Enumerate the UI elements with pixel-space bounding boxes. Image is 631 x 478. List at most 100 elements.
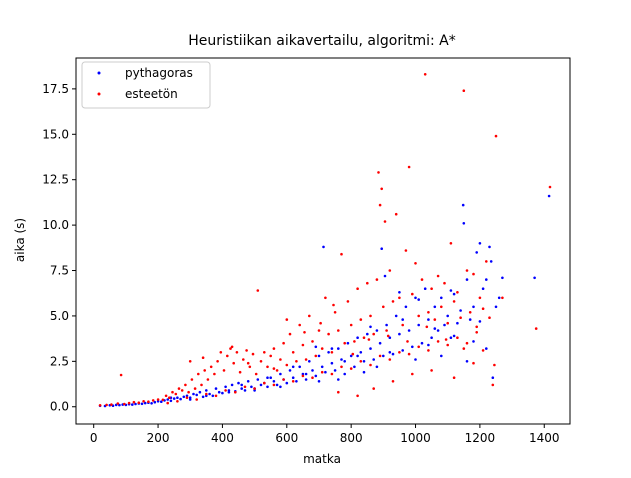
data-point [285,381,289,385]
data-point [427,343,430,347]
data-point [417,314,421,318]
data-point [452,300,456,303]
data-point [372,358,376,361]
x-axis-label: matka [303,452,341,466]
data-point [177,387,181,390]
data-point [150,402,153,405]
data-point [359,360,363,363]
data-point [462,89,466,92]
data-point [456,336,459,340]
data-point [330,372,334,376]
data-point [137,401,141,405]
data-point [417,323,421,327]
data-point [221,391,224,395]
data-point [188,360,192,363]
data-point [378,354,382,358]
data-point [301,372,305,376]
data-point [166,401,169,405]
data-point [478,242,482,245]
data-point [197,372,200,376]
data-point [372,387,376,390]
x-axis-ticks: 0 200 400 600 800 1000 1200 1400 [90,424,560,445]
legend-marker-esteeton [97,92,101,96]
data-point [291,376,295,380]
data-point [222,369,226,372]
x-tick-label: 1000 [400,431,431,445]
data-point [420,278,424,281]
data-point [494,305,498,309]
data-point [533,276,536,280]
data-point [440,305,443,309]
data-point [234,390,237,394]
data-point [462,222,466,225]
data-point [192,392,195,396]
data-point [311,369,314,372]
data-point [534,327,538,330]
data-point [219,351,223,354]
data-point [414,296,417,300]
data-point [465,360,469,363]
data-point [182,395,186,399]
data-point [232,361,235,365]
data-point [449,242,453,245]
series-pythagoras [98,194,551,408]
data-point [382,305,385,309]
data-point [433,305,437,309]
data-point [188,396,192,400]
data-point [337,347,340,350]
chart-title: Heuristiikan aikavertailu, algoritmi: A* [188,33,456,49]
data-point [317,329,321,332]
data-point [411,372,414,376]
data-point [171,390,174,394]
data-point [332,303,335,307]
data-point [548,185,552,189]
data-point [156,400,160,403]
data-point [327,351,330,354]
data-point [288,332,292,336]
data-point [230,383,234,387]
data-point [246,361,250,365]
data-point [456,291,459,294]
data-point [462,347,466,350]
data-point [485,347,488,350]
data-point [185,396,189,400]
data-point [308,360,311,363]
data-point [380,247,384,250]
data-point [132,400,136,404]
data-point [391,352,395,356]
data-point [427,318,430,321]
data-point [478,320,482,323]
data-point [248,365,252,369]
data-point [388,351,392,354]
data-point [208,392,211,396]
data-point [369,314,372,318]
data-point [456,321,459,325]
data-point [493,363,496,367]
data-point [401,318,405,321]
data-point [465,278,469,281]
data-point [303,331,306,334]
data-point [394,314,398,318]
y-tick-label: 0.0 [50,400,69,414]
legend: pythagoras esteetön [81,61,211,109]
data-point [391,380,395,383]
data-point [205,389,208,392]
data-point [465,341,469,345]
data-point [452,334,456,338]
data-point [250,385,253,389]
data-point [398,351,401,354]
data-point [229,347,232,350]
data-point [377,171,380,174]
data-point [285,363,289,367]
data-point [227,390,231,394]
data-point [478,296,482,300]
data-point [440,354,443,358]
data-point [195,393,198,397]
data-point [282,341,285,345]
data-point [254,372,258,376]
x-tick-label: 1400 [529,431,560,445]
legend-label-pythagoras: pythagoras [125,66,193,80]
data-point [472,272,475,276]
legend-label-esteeton: esteetön [125,87,178,101]
data-point [369,325,372,329]
